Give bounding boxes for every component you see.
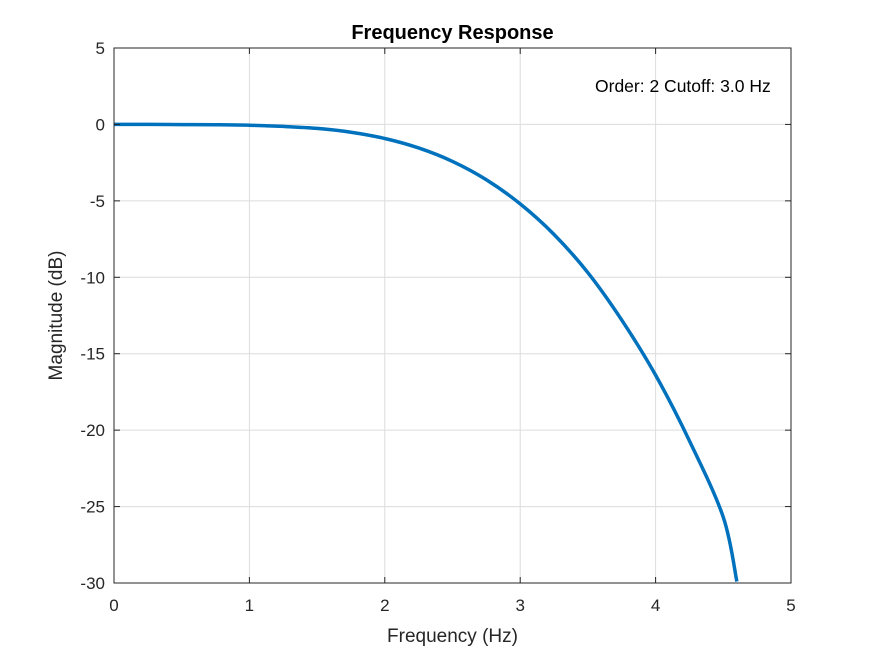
series-line-0 xyxy=(113,122,739,582)
plot-area xyxy=(114,48,791,583)
x-tick-label-2: 2 xyxy=(380,596,389,615)
y-tick-label-5: -20 xyxy=(80,421,105,440)
y-tick-label-3: -10 xyxy=(80,268,105,287)
x-tick-label-4: 4 xyxy=(651,596,660,615)
x-tick-label-0: 0 xyxy=(109,596,118,615)
chart-title: Frequency Response xyxy=(351,22,553,44)
y-tick-label-7: -30 xyxy=(80,574,105,593)
x-tick-labels: 0 1 2 3 4 5 xyxy=(109,596,795,615)
y-tick-label-4: -15 xyxy=(80,345,105,364)
grid-lines xyxy=(114,48,791,583)
y-tick-label-2: -5 xyxy=(90,192,105,211)
annotation-order-cutoff: Order: 2 Cutoff: 3.0 Hz xyxy=(595,76,771,96)
y-axis-label: Magnitude (dB) xyxy=(46,251,67,381)
x-tick-label-5: 5 xyxy=(786,596,795,615)
y-tick-labels: 5 0 -5 -10 -15 -20 -25 -30 xyxy=(80,39,105,593)
x-axis-label: Frequency (Hz) xyxy=(387,626,518,647)
plot-frame xyxy=(113,47,792,584)
y-tick-label-0: 5 xyxy=(96,39,105,58)
tick-marks xyxy=(113,47,792,584)
y-tick-label-1: 0 xyxy=(96,115,105,134)
series-layer xyxy=(113,122,739,582)
y-tick-label-6: -25 xyxy=(80,498,105,517)
x-tick-label-3: 3 xyxy=(515,596,524,615)
x-tick-label-1: 1 xyxy=(245,596,254,615)
